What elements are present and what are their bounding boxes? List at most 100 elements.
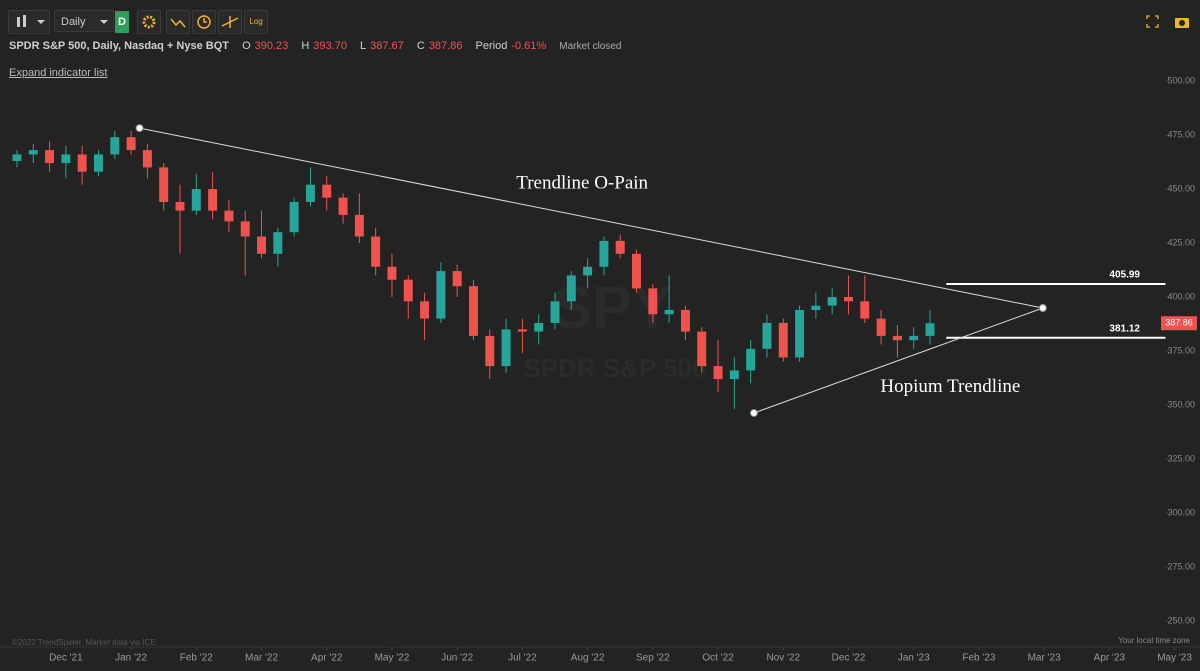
candle-body <box>289 201 299 233</box>
interval-select[interactable]: Daily <box>54 10 114 32</box>
value: 387.67 <box>370 40 404 52</box>
icon <box>197 15 211 29</box>
candle-body <box>322 184 332 198</box>
y-tick-label: 475.00 <box>1167 129 1195 139</box>
candle-body <box>566 275 576 302</box>
y-tick-label: 350.00 <box>1167 399 1195 409</box>
candle-body <box>338 197 348 215</box>
candle-body <box>860 301 870 319</box>
candle-body <box>713 366 723 380</box>
icon <box>142 15 156 29</box>
value: 390.23 <box>254 40 289 52</box>
y-tick-label: 400.00 <box>1167 291 1195 301</box>
fullscreen-button[interactable] <box>1146 15 1159 28</box>
candle-body <box>827 297 837 306</box>
x-tick-label: Jul '22 <box>508 653 537 664</box>
candle-body <box>28 150 38 155</box>
x-tick-label: Mar '22 <box>245 653 278 664</box>
candle-body <box>811 305 821 310</box>
icon <box>170 18 186 28</box>
y-tick-label: 325.00 <box>1167 453 1195 463</box>
trendline-handle <box>135 124 144 133</box>
y-tick-label: 450.00 <box>1167 183 1195 193</box>
replay-button[interactable] <box>192 10 216 34</box>
candle-body <box>93 154 103 172</box>
chart-type-button[interactable] <box>8 10 50 34</box>
watermark-name: SPDR S&P 500 <box>523 353 706 383</box>
candle-body <box>257 236 267 254</box>
candle-body <box>273 232 283 254</box>
x-tick-label: Feb '23 <box>962 653 995 664</box>
candle-body <box>208 189 218 211</box>
candle-body <box>680 309 690 332</box>
x-tick-label: Apr '22 <box>311 653 343 664</box>
candle-body <box>697 331 707 367</box>
x-tick-label: Aug '22 <box>571 653 605 664</box>
expand-indicator-link[interactable]: Expand indicator list <box>9 67 108 79</box>
icon <box>100 20 108 24</box>
trendline-handle <box>749 408 758 417</box>
candle-body <box>77 154 87 172</box>
trendline-label: Trendline O-Pain <box>516 173 648 194</box>
candle-body <box>746 348 756 371</box>
settings-button[interactable] <box>137 10 161 34</box>
candle-body <box>159 167 169 202</box>
indicator-button[interactable] <box>166 10 190 34</box>
last-price-label: 387.86 <box>1165 318 1193 328</box>
candle-body <box>485 335 495 367</box>
interval-badge[interactable]: D <box>115 11 129 33</box>
candle-body <box>371 236 381 267</box>
label: L <box>360 40 367 52</box>
candle-body <box>403 279 413 302</box>
window-controls <box>1146 15 1189 28</box>
candle-body <box>729 370 739 380</box>
candle-body <box>534 322 544 332</box>
legend: SPDR S&P 500, Daily, Nasdaq + Nyse BQT O… <box>9 40 626 52</box>
candle-body <box>436 271 446 319</box>
trendline-handle <box>1038 304 1047 313</box>
candle-body <box>925 323 935 336</box>
label: H <box>301 40 310 52</box>
level-label: 381.12 <box>1109 323 1140 334</box>
candle-body <box>354 214 364 237</box>
candle-body <box>387 266 397 280</box>
candle-body <box>175 201 185 211</box>
x-tick-label: Dec '22 <box>832 653 866 664</box>
x-tick-label: May '23 <box>1157 653 1192 664</box>
candle-body <box>876 318 886 336</box>
candle-body <box>664 309 674 315</box>
market-status: Market closed <box>559 41 622 52</box>
candle-body <box>843 297 853 302</box>
trendline <box>753 307 1044 414</box>
candle-body <box>615 240 625 254</box>
x-tick-label: Mar '23 <box>1028 653 1061 664</box>
candle-body <box>45 150 55 164</box>
candle-body <box>632 253 642 289</box>
icon <box>17 15 45 27</box>
last-price-tag <box>1161 316 1197 331</box>
y-tick-label: 425.00 <box>1167 237 1195 247</box>
candle-body <box>224 210 234 222</box>
candle-body <box>12 154 22 161</box>
candle-body <box>191 189 201 211</box>
candle-body <box>517 329 527 332</box>
plot: 250.00 275.00 300.00 325.00 350.00 375.00 400.… <box>0 75 1200 664</box>
label: Period <box>475 40 508 52</box>
timezone: Your local time zone <box>1118 636 1190 645</box>
candle-body <box>778 322 788 358</box>
x-tick-label: Sep '22 <box>636 653 670 664</box>
y-tick-label: 375.00 <box>1167 345 1195 355</box>
trendline-label: Hopium Trendline <box>880 376 1020 397</box>
candle-body <box>452 271 462 287</box>
candle-body <box>61 154 71 164</box>
label: C <box>416 40 425 52</box>
trendline <box>139 127 1043 309</box>
candle-body <box>892 335 902 341</box>
log-button[interactable]: Log <box>244 10 268 34</box>
level-label: 405.99 <box>1109 270 1140 281</box>
candle-body <box>648 288 658 315</box>
icon <box>221 16 239 28</box>
drawing-button[interactable] <box>218 10 242 34</box>
footer-credit: ©2022 TrendSpider. Market data via ICE. <box>12 638 158 647</box>
